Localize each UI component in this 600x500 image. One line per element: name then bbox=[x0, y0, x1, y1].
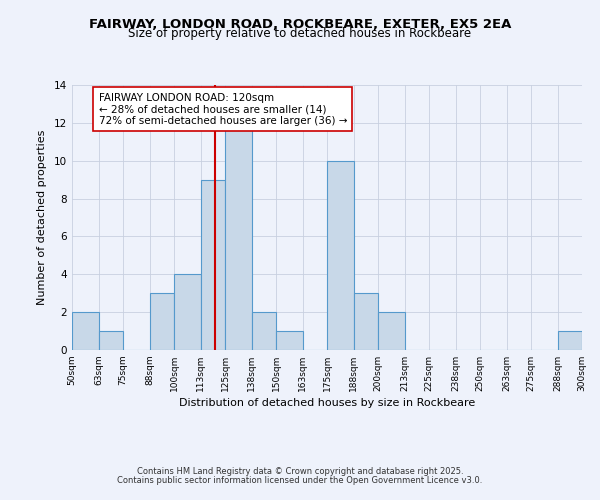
Bar bbox=[353, 293, 378, 350]
X-axis label: Distribution of detached houses by size in Rockbeare: Distribution of detached houses by size … bbox=[179, 398, 475, 408]
Bar bbox=[98, 331, 123, 350]
Bar bbox=[251, 312, 276, 350]
Bar bbox=[378, 312, 404, 350]
Bar bbox=[174, 274, 200, 350]
Bar bbox=[200, 180, 225, 350]
Bar bbox=[149, 293, 174, 350]
Y-axis label: Number of detached properties: Number of detached properties bbox=[37, 130, 47, 305]
Bar bbox=[327, 160, 353, 350]
Text: FAIRWAY LONDON ROAD: 120sqm
← 28% of detached houses are smaller (14)
72% of sem: FAIRWAY LONDON ROAD: 120sqm ← 28% of det… bbox=[98, 92, 347, 126]
Bar bbox=[72, 312, 98, 350]
Bar bbox=[557, 331, 582, 350]
Text: Contains public sector information licensed under the Open Government Licence v3: Contains public sector information licen… bbox=[118, 476, 482, 485]
Text: Contains HM Land Registry data © Crown copyright and database right 2025.: Contains HM Land Registry data © Crown c… bbox=[137, 467, 463, 476]
Text: Size of property relative to detached houses in Rockbeare: Size of property relative to detached ho… bbox=[128, 28, 472, 40]
Bar bbox=[276, 331, 302, 350]
Text: FAIRWAY, LONDON ROAD, ROCKBEARE, EXETER, EX5 2EA: FAIRWAY, LONDON ROAD, ROCKBEARE, EXETER,… bbox=[89, 18, 511, 30]
Bar bbox=[225, 123, 251, 350]
